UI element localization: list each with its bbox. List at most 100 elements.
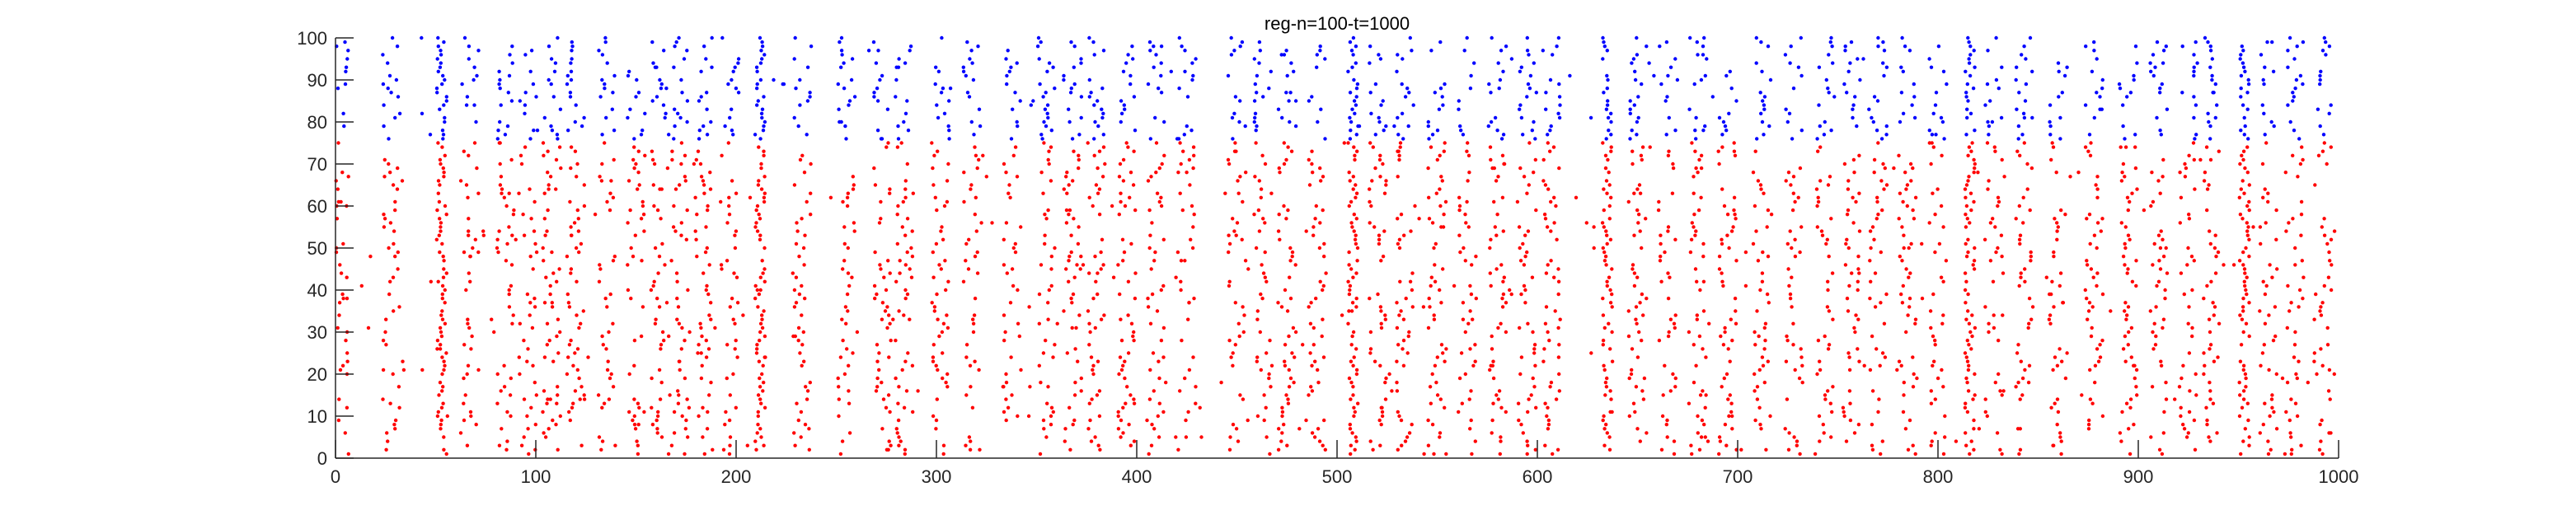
spike-point (1831, 317, 1835, 321)
spike-point (762, 246, 767, 250)
spike-point (1016, 321, 1021, 325)
spike-point (1525, 191, 1529, 195)
spike-point (705, 133, 710, 137)
spike-point (2297, 137, 2302, 141)
spike-point (1972, 157, 1976, 162)
spike-point (1829, 129, 1833, 133)
spike-point (500, 187, 504, 191)
spike-point (762, 195, 767, 199)
spike-point (753, 133, 758, 137)
spike-point (1602, 208, 1607, 213)
spike-point (1904, 330, 1908, 335)
spike-point (547, 44, 551, 49)
spike-point (964, 393, 969, 397)
spike-point (1558, 103, 1562, 107)
spike-point (610, 107, 614, 111)
spike-point (2048, 103, 2053, 107)
spike-point (875, 359, 880, 363)
spike-point (1876, 213, 1880, 217)
spike-point (390, 35, 395, 40)
spike-point (2186, 246, 2190, 250)
spike-point (2126, 208, 2130, 213)
spike-point (1977, 427, 1982, 431)
spike-point (2158, 246, 2163, 250)
spike-point (582, 183, 586, 187)
spike-point (1879, 301, 1883, 305)
spike-point (1516, 401, 1521, 405)
spike-point (1288, 376, 1293, 381)
spike-point (1077, 225, 1081, 229)
spike-point (2211, 91, 2215, 95)
spike-point (896, 65, 901, 69)
spike-point (1697, 157, 1701, 162)
spike-point (2053, 355, 2058, 359)
spike-point (1180, 208, 1185, 213)
spike-point (1907, 305, 1912, 309)
spike-point (1044, 435, 1049, 439)
spike-point (542, 355, 547, 359)
spike-point (2241, 103, 2245, 107)
spike-point (1123, 359, 1127, 363)
spike-point (930, 141, 934, 145)
spike-point (1457, 107, 1461, 111)
spike-point (438, 381, 443, 385)
spike-point (1972, 418, 1976, 423)
spike-point (1791, 191, 1795, 195)
spike-point (2241, 330, 2245, 335)
spike-point (557, 267, 561, 271)
spike-point (1626, 199, 1631, 204)
spike-point (1637, 213, 1641, 217)
spike-point (1990, 119, 1995, 124)
spike-point (1823, 397, 1828, 401)
spike-point (1787, 111, 1792, 115)
spike-point (2024, 57, 2028, 61)
spike-point (1126, 351, 1131, 355)
spike-point (906, 129, 911, 133)
spike-point (1257, 179, 1262, 183)
spike-point (1091, 297, 1096, 301)
spike-point (708, 171, 712, 175)
spike-point (852, 95, 857, 99)
spike-point (2240, 153, 2244, 157)
spike-point (1263, 162, 1268, 166)
spike-point (343, 431, 347, 435)
spike-point (551, 271, 556, 275)
spike-point (1757, 368, 1762, 372)
spike-point (1098, 447, 1102, 452)
spike-point (510, 321, 514, 325)
spike-point (1377, 53, 1381, 57)
spike-point (1694, 363, 1698, 368)
spike-point (792, 288, 797, 293)
spike-point (2155, 283, 2159, 288)
spike-point (1788, 297, 1793, 301)
spike-point (1401, 57, 1405, 61)
spike-point (1398, 279, 1402, 283)
spike-point (528, 69, 533, 74)
spike-point (1605, 233, 1609, 237)
spike-point (1152, 427, 1157, 431)
spike-point (2095, 347, 2100, 351)
spike-point (439, 221, 443, 225)
spike-point (1188, 183, 1192, 187)
spike-point (753, 297, 758, 301)
spike-point (1762, 103, 1767, 107)
spike-point (875, 99, 880, 103)
spike-point (659, 435, 664, 439)
spike-point (2269, 397, 2274, 401)
spike-point (626, 115, 630, 120)
spike-point (758, 339, 762, 343)
spike-point (1929, 162, 1933, 166)
spike-point (1354, 195, 1358, 199)
spike-point (442, 447, 446, 452)
spike-point (1813, 452, 1818, 456)
spike-point (1604, 385, 1609, 389)
spike-point (2211, 401, 2216, 405)
spike-point (2061, 301, 2066, 305)
spike-point (1762, 107, 1767, 111)
spike-point (438, 347, 443, 351)
spike-point (1638, 191, 1643, 195)
spike-point (1966, 389, 1971, 393)
spike-point (2148, 309, 2152, 313)
spike-point (762, 149, 766, 153)
spike-point (1463, 259, 1468, 263)
